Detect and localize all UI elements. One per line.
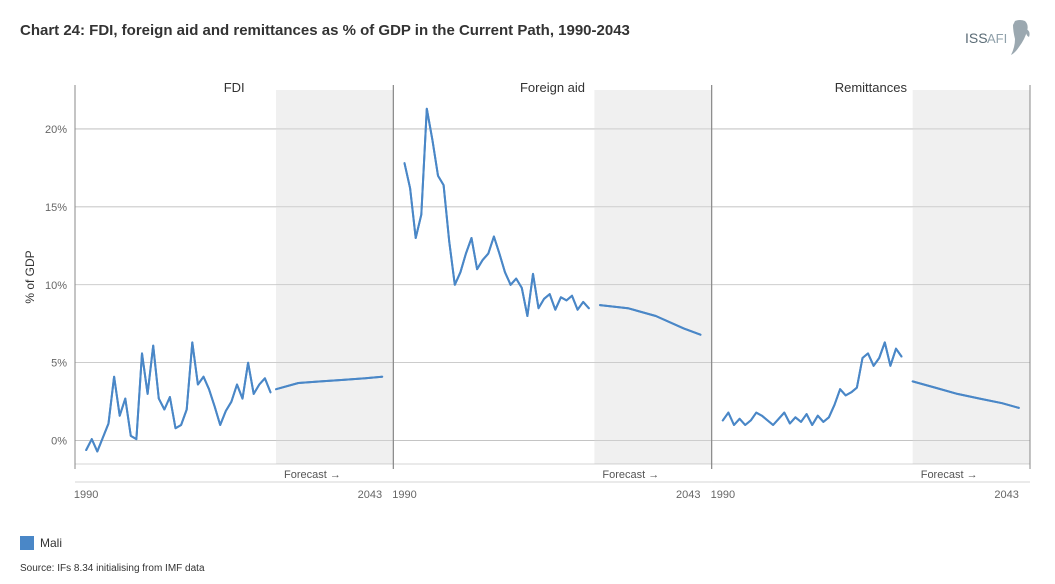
svg-text:Foreign aid: Foreign aid — [520, 80, 585, 95]
svg-text:15%: 15% — [45, 202, 67, 214]
svg-text:Remittances: Remittances — [835, 80, 908, 95]
svg-text:AFI: AFI — [987, 31, 1007, 46]
svg-text:Forecast →: Forecast → — [921, 469, 978, 481]
chart-header: Chart 24: FDI, foreign aid and remittanc… — [20, 22, 1035, 62]
svg-text:0%: 0% — [51, 436, 67, 448]
chart-plot-area: % of GDP 0% 5% 10% 15% 20% FDI 1990 2043 Forecast… — [20, 80, 1035, 514]
svg-text:1990: 1990 — [711, 489, 735, 501]
svg-text:% of GDP: % of GDP — [23, 250, 37, 303]
logo: ISS AFI — [965, 17, 1035, 57]
svg-text:2043: 2043 — [358, 489, 382, 501]
legend-label: Mali — [40, 536, 62, 550]
chart-title: Chart 24: FDI, foreign aid and remittanc… — [20, 22, 1035, 39]
svg-text:2043: 2043 — [676, 489, 700, 501]
svg-text:2043: 2043 — [994, 489, 1018, 501]
svg-text:FDI: FDI — [224, 80, 245, 95]
svg-text:Forecast →: Forecast → — [284, 469, 341, 481]
svg-text:1990: 1990 — [74, 489, 98, 501]
legend-swatch — [20, 536, 34, 550]
chart-source: Source: IFs 8.34 initialising from IMF d… — [20, 563, 205, 574]
legend: Mali — [20, 536, 62, 550]
svg-text:5%: 5% — [51, 358, 67, 370]
svg-text:Forecast →: Forecast → — [602, 469, 659, 481]
svg-text:1990: 1990 — [392, 489, 416, 501]
svg-text:ISS: ISS — [965, 30, 988, 46]
svg-text:20%: 20% — [45, 124, 67, 136]
svg-text:10%: 10% — [45, 280, 67, 292]
